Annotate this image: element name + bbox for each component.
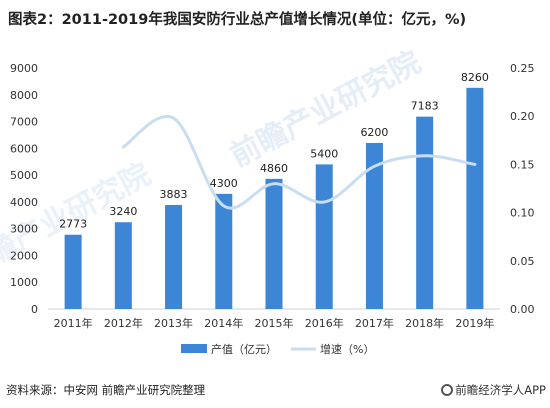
axes: 0 1000 2000 3000 4000 5000 6000 7000 8000 9000 0.0… [10,62,535,330]
brand-logo-icon [441,384,454,396]
y-left-tick-label: 9000 [10,62,38,75]
y-left-tick-label: 5000 [10,169,38,182]
x-tick-label: 2012年 [104,316,143,330]
x-tick-label: 2019年 [455,316,494,330]
x-tick-label: 2016年 [305,316,344,330]
bar-value-label: 2773 [59,218,87,231]
growth-line [121,114,477,210]
bar [265,178,283,309]
y-right-tick-label: 0.00 [510,303,535,316]
y-left-tick-label: 2000 [10,249,38,262]
bar-value-label: 4860 [260,162,288,175]
y-left-tick-label: 8000 [10,89,38,102]
bar [64,234,82,309]
bar [215,193,233,309]
bar [114,222,132,309]
bar-value-label: 4300 [210,177,238,190]
bar-value-label: 5400 [310,147,338,160]
bar-value-label: 3240 [109,205,137,218]
legend-swatch-bar [181,344,207,353]
corner-watermark: 前瞻经济学人APP [441,382,546,398]
x-tick-label: 2014年 [204,316,243,330]
data-labels: 2773 3240 3883 4300 4860 5400 6200 7183 8260 [59,71,489,231]
y-right-tick-label: 0.25 [510,62,535,75]
y-left-tick-label: 1000 [10,276,38,289]
legend-label-bar: 产值（亿元） [211,342,277,356]
x-tick-label: 2011年 [54,316,93,330]
bar-value-label: 6200 [360,126,388,139]
x-tick-label: 2015年 [255,316,294,330]
y-left-tick-label: 7000 [10,116,38,129]
legend-label-line: 增速（%） [320,342,374,356]
x-tick-label: 2018年 [405,316,444,330]
y-right-tick-label: 0.05 [510,255,535,268]
y-left-tick-label: 4000 [10,196,38,209]
bar-value-label: 8260 [461,71,489,84]
bar [416,116,434,310]
legend: 产值（亿元） 增速（%） [181,342,374,356]
line-series [121,114,477,210]
bar [466,87,484,309]
y-right-tick-label: 0.10 [510,207,535,220]
chart-title: 图表2：2011-2019年我国安防行业总产值增长情况(单位：亿元，%) [8,12,467,28]
bar [165,205,183,309]
y-left-tick-label: 3000 [10,223,38,236]
bar-value-label: 3883 [160,188,188,201]
corner-watermark-text: 前瞻经济学人APP [455,383,546,397]
bar [365,142,383,309]
source-note: 资料来源：中安网 前瞻产业研究院整理 [6,383,206,397]
x-tick-label: 2013年 [154,316,193,330]
bar [315,164,333,309]
bar-series [64,87,484,310]
x-tick-label: 2017年 [355,316,394,330]
y-right-tick-label: 0.15 [510,158,535,171]
y-left-tick-label: 0 [31,303,38,316]
bar-value-label: 7183 [411,100,439,113]
y-right-tick-label: 0.20 [510,110,535,123]
y-left-tick-label: 6000 [10,142,38,155]
